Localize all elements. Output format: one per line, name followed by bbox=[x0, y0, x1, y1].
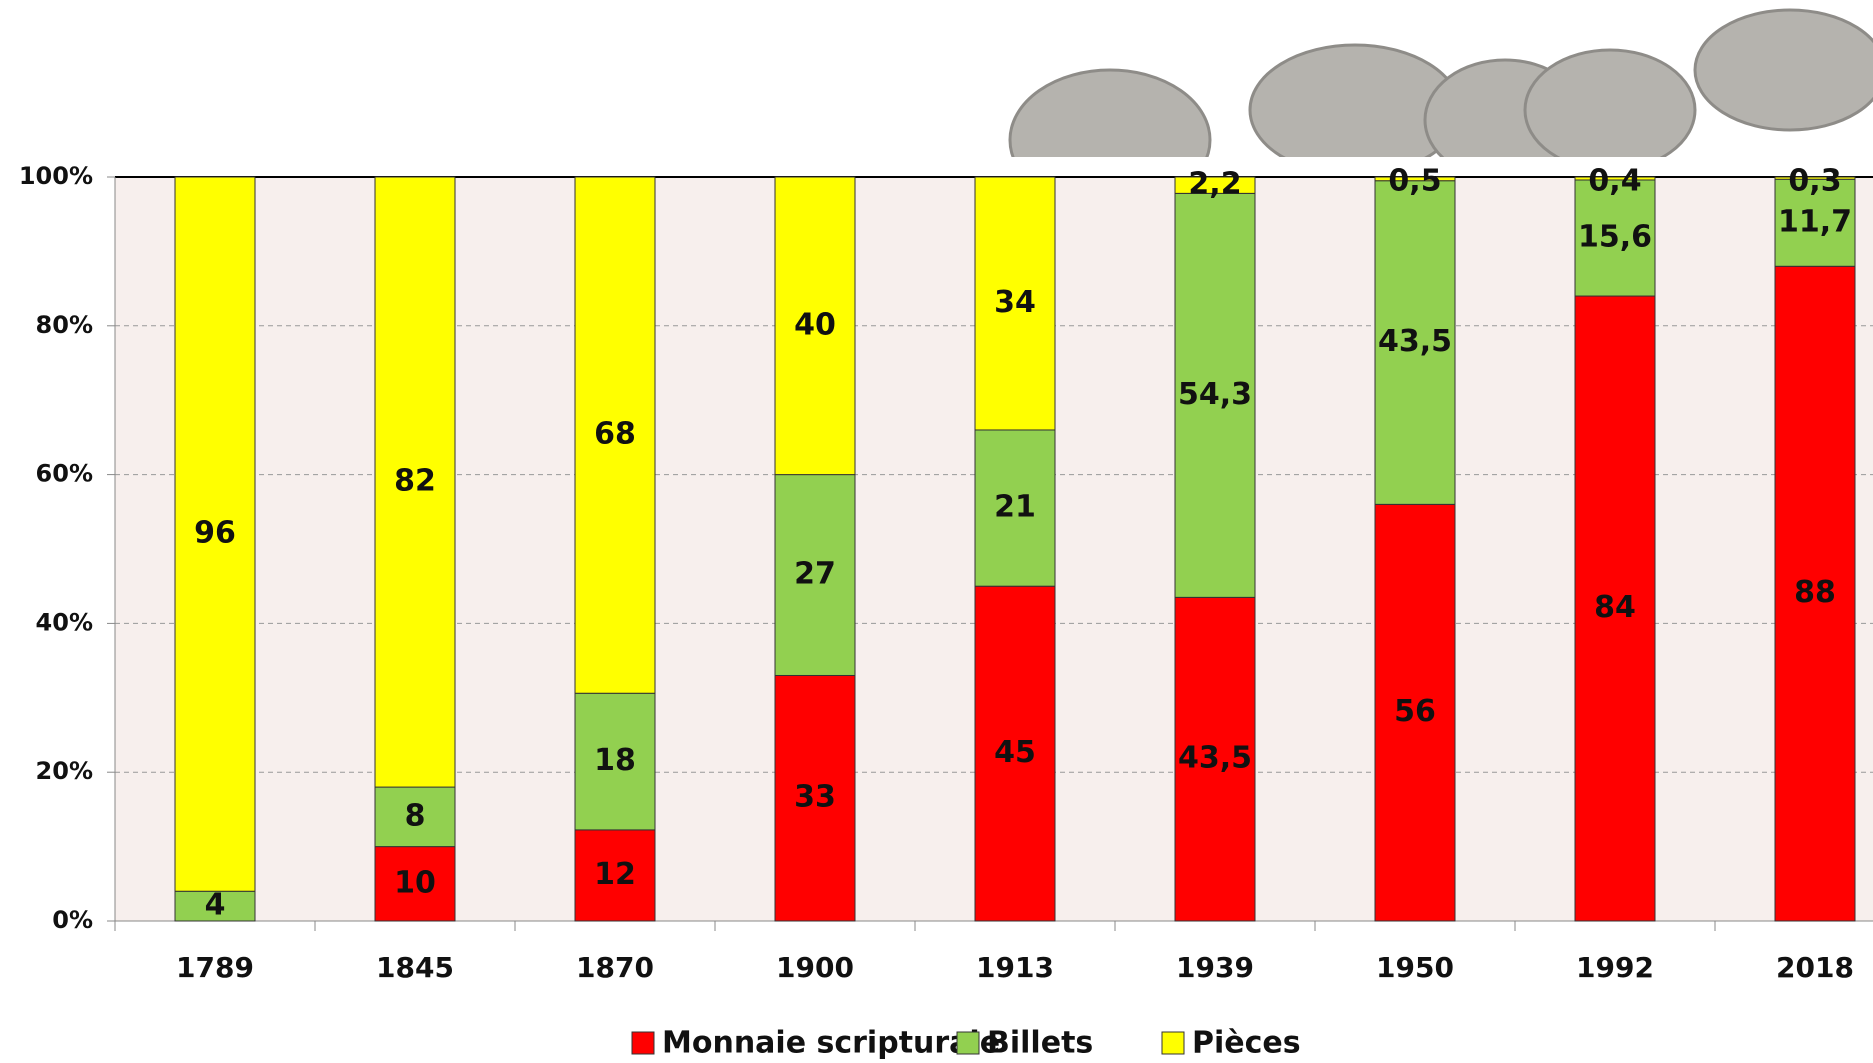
data-label: 82 bbox=[394, 464, 436, 499]
data-label: 27 bbox=[794, 557, 836, 592]
y-tick-label: 80% bbox=[36, 311, 93, 339]
page: 0%20%40%60%80%100%1789496184510882187012… bbox=[0, 0, 1873, 1063]
data-label: 56 bbox=[1394, 694, 1436, 729]
x-tick-label: 1992 bbox=[1576, 951, 1654, 984]
data-label: 0,4 bbox=[1588, 164, 1641, 199]
data-label: 10 bbox=[394, 865, 436, 900]
data-label: 68 bbox=[594, 417, 636, 452]
data-label: 12 bbox=[594, 857, 636, 892]
legend-label: Pièces bbox=[1192, 1026, 1301, 1061]
data-label: 8 bbox=[405, 798, 426, 833]
y-tick-label: 20% bbox=[36, 757, 93, 785]
data-label: 45 bbox=[994, 735, 1036, 770]
legend-label: Billets bbox=[987, 1026, 1093, 1061]
data-label: 4 bbox=[205, 888, 226, 923]
data-label: 18 bbox=[594, 743, 636, 778]
x-tick-label: 1789 bbox=[176, 951, 254, 984]
y-tick-label: 40% bbox=[36, 608, 93, 636]
data-label: 34 bbox=[994, 285, 1036, 320]
y-tick-label: 60% bbox=[36, 460, 93, 488]
data-label: 43,5 bbox=[1178, 741, 1252, 776]
data-label: 88 bbox=[1794, 575, 1836, 610]
data-label: 15,6 bbox=[1578, 220, 1652, 255]
data-label: 21 bbox=[994, 490, 1036, 525]
y-tick-label: 100% bbox=[19, 162, 93, 190]
data-label: 0,3 bbox=[1788, 164, 1841, 199]
x-tick-label: 1845 bbox=[376, 951, 454, 984]
data-label: 40 bbox=[794, 307, 836, 342]
data-label: 2,2 bbox=[1188, 167, 1241, 202]
coin bbox=[1695, 10, 1873, 130]
x-tick-label: 1913 bbox=[976, 951, 1054, 984]
chart: 0%20%40%60%80%100%1789496184510882187012… bbox=[0, 0, 1873, 1063]
x-tick-label: 2018 bbox=[1776, 951, 1854, 984]
legend-label: Monnaie scripturale bbox=[662, 1026, 1000, 1061]
data-label: 54,3 bbox=[1178, 377, 1252, 412]
data-label: 11,7 bbox=[1778, 204, 1852, 239]
data-label: 96 bbox=[194, 516, 236, 551]
data-label: 0,5 bbox=[1388, 164, 1441, 199]
legend-swatch bbox=[957, 1032, 979, 1054]
legend-swatch bbox=[632, 1032, 654, 1054]
x-tick-label: 1950 bbox=[1376, 951, 1454, 984]
x-tick-label: 1870 bbox=[576, 951, 654, 984]
data-label: 33 bbox=[794, 780, 836, 815]
data-label: 84 bbox=[1594, 590, 1636, 625]
data-label: 43,5 bbox=[1378, 324, 1452, 359]
y-tick-label: 0% bbox=[52, 906, 93, 934]
x-tick-label: 1939 bbox=[1176, 951, 1254, 984]
legend-swatch bbox=[1162, 1032, 1184, 1054]
x-tick-label: 1900 bbox=[776, 951, 854, 984]
coin bbox=[1525, 50, 1695, 170]
